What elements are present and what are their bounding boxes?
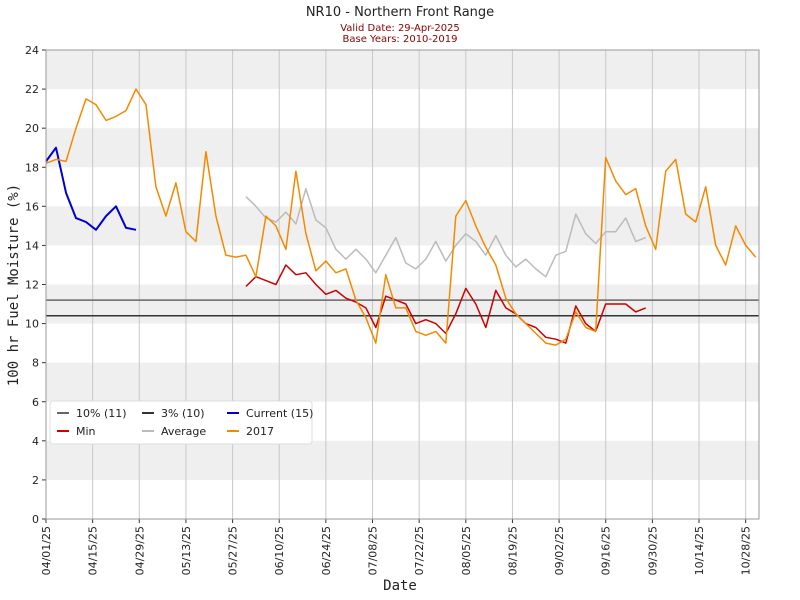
legend-label: 2017 xyxy=(246,425,274,438)
legend-label: Current (15) xyxy=(246,407,313,420)
series-line xyxy=(45,88,757,346)
bands xyxy=(46,50,759,480)
y-tick-label: 6 xyxy=(32,396,39,409)
grid-band xyxy=(46,128,759,168)
y-tick-label: 12 xyxy=(25,279,39,292)
x-tick-label: 04/29/25 xyxy=(133,526,146,575)
plot-frame xyxy=(45,49,760,520)
x-tick-label: 09/02/25 xyxy=(553,526,566,575)
grid-band xyxy=(46,440,759,480)
y-tick-label: 18 xyxy=(25,161,39,174)
x-tick-label: 10/14/25 xyxy=(693,526,706,575)
legend-label: 3% (10) xyxy=(161,407,205,420)
x-tick-label: 05/27/25 xyxy=(227,526,240,575)
chart-title: NR10 - Northern Front Range xyxy=(306,5,494,20)
legend-label: Average xyxy=(161,425,206,438)
y-tick-label: 20 xyxy=(25,122,39,135)
x-tick-label: 08/05/25 xyxy=(460,526,473,575)
chart-subtitle: Valid Date: 29-Apr-2025 xyxy=(340,23,460,34)
legend-label: Min xyxy=(76,425,96,438)
x-tick-label: 09/16/25 xyxy=(600,526,613,575)
legend-label: 10% (11) xyxy=(76,407,127,420)
grid-band xyxy=(46,284,759,324)
grid-band xyxy=(46,362,759,402)
grid-band xyxy=(46,50,759,90)
x-tick-label: 07/22/25 xyxy=(413,526,426,575)
y-tick-label: 0 xyxy=(32,513,39,526)
x-tick-label: 08/19/25 xyxy=(506,526,519,575)
y-tick-label: 24 xyxy=(25,44,39,57)
y-tick-label: 4 xyxy=(32,435,39,448)
x-tick-label: 09/30/25 xyxy=(646,526,659,575)
x-tick-label: 06/10/25 xyxy=(273,526,286,575)
y-tick-label: 2 xyxy=(32,474,39,487)
chart-subtitle: Base Years: 2010-2019 xyxy=(343,34,458,45)
x-tick-label: 04/01/25 xyxy=(40,526,53,575)
y-tick-label: 10 xyxy=(25,318,39,331)
lines xyxy=(45,88,759,346)
y-axis-label: 100 hr Fuel Moisture (%) xyxy=(6,184,22,386)
x-tick-label: 07/08/25 xyxy=(367,526,380,575)
y-tick-label: 16 xyxy=(25,200,39,213)
series-line xyxy=(245,187,646,278)
y-tick-label: 14 xyxy=(25,239,39,252)
x-tick-label: 04/15/25 xyxy=(87,526,100,575)
x-axis-label: Date xyxy=(383,578,417,594)
legend: 10% (11) 3% (10) Current (15) Min Average 201… xyxy=(49,400,313,445)
x-tick-label: 10/28/25 xyxy=(740,526,753,575)
y-tick-label: 8 xyxy=(32,357,39,370)
x-tick-label: 06/24/25 xyxy=(320,526,333,575)
series-line xyxy=(45,146,137,231)
y-tick-label: 22 xyxy=(25,83,39,96)
x-tick-label: 05/13/25 xyxy=(180,526,193,575)
legend-box xyxy=(49,400,313,445)
series-line xyxy=(245,264,646,344)
